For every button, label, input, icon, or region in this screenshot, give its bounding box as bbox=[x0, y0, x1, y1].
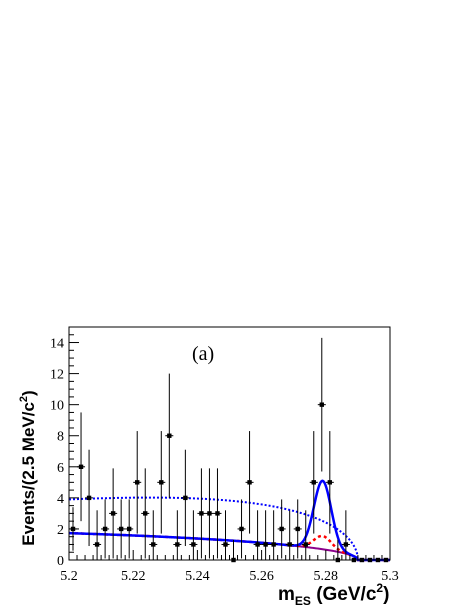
data-point bbox=[117, 499, 126, 559]
data-point bbox=[269, 510, 278, 560]
data-point bbox=[285, 510, 294, 560]
data-point bbox=[293, 499, 302, 559]
point-marker bbox=[223, 542, 228, 547]
data-point bbox=[341, 510, 350, 560]
data-point bbox=[253, 510, 262, 560]
data-point bbox=[261, 510, 270, 560]
point-marker bbox=[303, 542, 308, 547]
point-marker bbox=[263, 542, 268, 547]
point-marker bbox=[78, 464, 84, 469]
data-point bbox=[157, 431, 166, 534]
y-tick-label: 2 bbox=[57, 523, 64, 538]
y-tick-label: 12 bbox=[50, 368, 64, 383]
point-marker bbox=[110, 511, 116, 516]
point-marker bbox=[215, 511, 220, 516]
x-tick-label: 5.2 bbox=[60, 569, 78, 584]
data-point bbox=[325, 431, 334, 534]
data-point bbox=[165, 373, 174, 498]
data-point bbox=[317, 337, 326, 472]
data-point bbox=[149, 510, 158, 560]
point-marker bbox=[295, 526, 300, 532]
point-marker bbox=[271, 542, 276, 547]
point-marker bbox=[118, 526, 124, 532]
y-tick-label: 8 bbox=[57, 430, 64, 445]
data-point bbox=[125, 499, 134, 559]
point-marker bbox=[151, 542, 156, 547]
data-point bbox=[181, 449, 190, 547]
data-point bbox=[229, 539, 238, 563]
panel-annotation: (a) bbox=[192, 343, 214, 365]
data-point bbox=[189, 510, 198, 560]
point-marker bbox=[102, 526, 108, 532]
point-marker bbox=[199, 511, 204, 516]
data-point bbox=[237, 499, 246, 559]
x-tick-label: 5.24 bbox=[185, 569, 210, 584]
point-marker bbox=[319, 402, 324, 407]
point-marker bbox=[86, 495, 92, 501]
x-tick-label: 5.26 bbox=[249, 569, 274, 584]
data-point bbox=[101, 499, 110, 559]
point-marker bbox=[143, 511, 148, 516]
y-axis-ticks: 0 2 4 6 8 10 12 14 bbox=[50, 326, 79, 569]
data-point bbox=[141, 468, 150, 559]
y-tick-label: 6 bbox=[57, 461, 64, 476]
plot-frame bbox=[68, 326, 391, 561]
point-marker bbox=[183, 495, 188, 501]
data-point bbox=[85, 449, 94, 547]
data-point bbox=[301, 510, 310, 560]
data-point bbox=[197, 468, 206, 559]
x-tick-label: 5.28 bbox=[314, 569, 339, 584]
data-point bbox=[109, 468, 118, 559]
data-points bbox=[69, 337, 390, 563]
point-marker bbox=[191, 542, 196, 547]
y-tick-label: 0 bbox=[57, 554, 64, 569]
data-point bbox=[309, 431, 318, 534]
total-fit-curve bbox=[68, 479, 390, 562]
data-point bbox=[173, 510, 182, 560]
point-marker bbox=[94, 542, 100, 547]
data-point bbox=[221, 510, 230, 560]
point-marker bbox=[239, 526, 244, 532]
x-tick-label: 5.22 bbox=[121, 569, 146, 584]
y-axis-title: Events/(2.5 MeV/c2) bbox=[18, 390, 38, 545]
point-marker bbox=[311, 480, 316, 485]
point-marker bbox=[126, 526, 132, 532]
y-tick-label: 14 bbox=[50, 337, 64, 352]
point-marker bbox=[255, 542, 260, 547]
data-point bbox=[133, 431, 142, 534]
point-marker bbox=[207, 511, 212, 516]
y-tick-label: 10 bbox=[50, 399, 64, 414]
point-marker bbox=[135, 480, 140, 485]
y-tick-label: 4 bbox=[57, 492, 64, 507]
point-marker bbox=[247, 480, 252, 485]
data-point bbox=[277, 499, 286, 559]
data-point bbox=[245, 431, 254, 534]
point-marker bbox=[279, 526, 284, 532]
fit-curves bbox=[68, 479, 390, 562]
point-marker bbox=[167, 433, 172, 438]
data-point bbox=[93, 510, 102, 560]
data-point bbox=[213, 468, 222, 559]
point-marker bbox=[287, 542, 292, 547]
point-marker bbox=[175, 542, 180, 547]
data-point bbox=[205, 468, 214, 559]
x-axis-title: mES (GeV/c2) bbox=[278, 581, 389, 607]
x-axis-ticks: 5.2 5.22 5.24 5.26 5.28 5.3 bbox=[60, 550, 399, 584]
point-marker bbox=[159, 480, 164, 485]
x-tick-label: 5.3 bbox=[381, 569, 399, 584]
point-marker bbox=[327, 480, 333, 485]
point-marker bbox=[343, 542, 349, 547]
